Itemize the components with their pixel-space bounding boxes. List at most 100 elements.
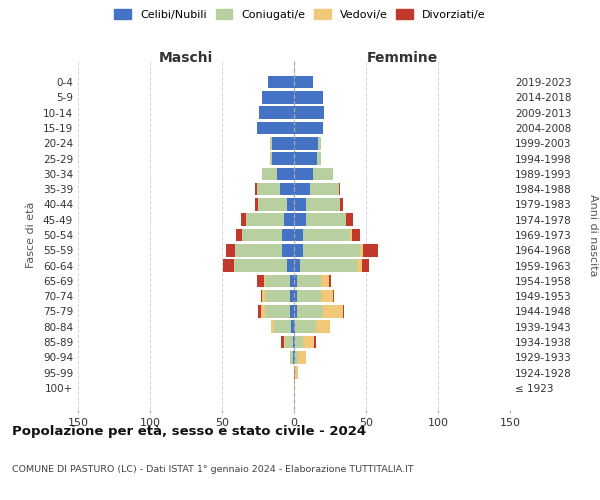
Bar xyxy=(271,320,274,333)
Bar xyxy=(261,305,265,318)
Text: Maschi: Maschi xyxy=(159,50,213,64)
Bar xyxy=(294,91,323,104)
Legend: Celibi/Nubili, Coniugati/e, Vedovi/e, Divorziati/e: Celibi/Nubili, Coniugati/e, Vedovi/e, Di… xyxy=(111,6,489,23)
Bar xyxy=(294,214,305,226)
Bar xyxy=(295,336,302,348)
Bar xyxy=(294,382,295,394)
Bar xyxy=(294,320,295,333)
Bar xyxy=(295,366,298,379)
Bar xyxy=(295,351,298,364)
Bar xyxy=(287,198,294,210)
Bar xyxy=(302,336,314,348)
Bar xyxy=(274,320,291,333)
Bar xyxy=(310,183,338,196)
Bar xyxy=(261,290,262,302)
Bar xyxy=(352,228,360,241)
Bar xyxy=(233,260,287,272)
Bar xyxy=(294,198,305,210)
Bar xyxy=(363,244,377,256)
Bar xyxy=(322,290,333,302)
Bar xyxy=(259,106,294,119)
Bar xyxy=(294,305,297,318)
Bar xyxy=(257,183,280,196)
Bar xyxy=(255,198,258,210)
Bar xyxy=(277,168,294,180)
Bar xyxy=(323,305,343,318)
Bar xyxy=(305,214,346,226)
Bar xyxy=(294,152,317,165)
Bar xyxy=(358,260,362,272)
Bar xyxy=(236,228,242,241)
Bar xyxy=(258,305,261,318)
Bar xyxy=(329,274,331,287)
Bar xyxy=(287,260,294,272)
Bar xyxy=(265,274,290,287)
Bar xyxy=(294,336,295,348)
Text: Femmine: Femmine xyxy=(367,50,437,64)
Bar xyxy=(300,260,358,272)
Bar xyxy=(242,228,283,241)
Bar xyxy=(362,260,369,272)
Y-axis label: Fasce di età: Fasce di età xyxy=(26,202,36,268)
Bar xyxy=(313,168,333,180)
Bar xyxy=(294,290,297,302)
Bar xyxy=(294,137,319,149)
Bar xyxy=(272,137,294,149)
Bar xyxy=(340,198,343,210)
Bar xyxy=(257,122,294,134)
Bar xyxy=(272,152,294,165)
Bar xyxy=(350,228,352,241)
Bar xyxy=(290,351,293,364)
Bar xyxy=(281,336,284,348)
Bar xyxy=(293,351,294,364)
Bar xyxy=(293,336,294,348)
Text: COMUNE DI PASTURO (LC) - Dati ISTAT 1° gennaio 2024 - Elaborazione TUTTITALIA.IT: COMUNE DI PASTURO (LC) - Dati ISTAT 1° g… xyxy=(12,465,413,474)
Bar xyxy=(283,228,294,241)
Bar xyxy=(283,244,294,256)
Bar xyxy=(302,228,350,241)
Bar xyxy=(265,305,290,318)
Bar xyxy=(294,351,295,364)
Bar xyxy=(294,366,295,379)
Bar xyxy=(316,320,330,333)
Bar xyxy=(226,244,235,256)
Bar xyxy=(294,244,302,256)
Bar xyxy=(247,214,284,226)
Bar xyxy=(294,260,300,272)
Bar xyxy=(297,305,323,318)
Bar xyxy=(317,152,322,165)
Bar xyxy=(360,244,363,256)
Bar xyxy=(235,244,283,256)
Bar xyxy=(241,214,247,226)
Bar xyxy=(290,305,294,318)
Bar xyxy=(294,274,297,287)
Bar xyxy=(262,91,294,104)
Bar xyxy=(269,152,272,165)
Bar xyxy=(297,290,322,302)
Bar xyxy=(265,290,290,302)
Bar xyxy=(294,106,324,119)
Bar xyxy=(294,183,310,196)
Bar xyxy=(298,351,305,364)
Bar xyxy=(262,290,265,302)
Bar xyxy=(295,320,316,333)
Bar xyxy=(343,305,344,318)
Bar xyxy=(264,274,265,287)
Bar xyxy=(290,274,294,287)
Bar xyxy=(262,168,277,180)
Bar xyxy=(322,274,329,287)
Bar xyxy=(294,168,313,180)
Bar xyxy=(291,320,294,333)
Bar xyxy=(302,244,360,256)
Bar xyxy=(257,274,264,287)
Bar xyxy=(294,76,313,88)
Bar xyxy=(284,214,294,226)
Bar xyxy=(314,336,316,348)
Bar xyxy=(297,274,322,287)
Bar xyxy=(280,183,294,196)
Text: Popolazione per età, sesso e stato civile - 2024: Popolazione per età, sesso e stato civil… xyxy=(12,425,366,438)
Bar xyxy=(269,137,272,149)
Bar xyxy=(284,336,286,348)
Bar xyxy=(258,198,287,210)
Bar xyxy=(223,260,233,272)
